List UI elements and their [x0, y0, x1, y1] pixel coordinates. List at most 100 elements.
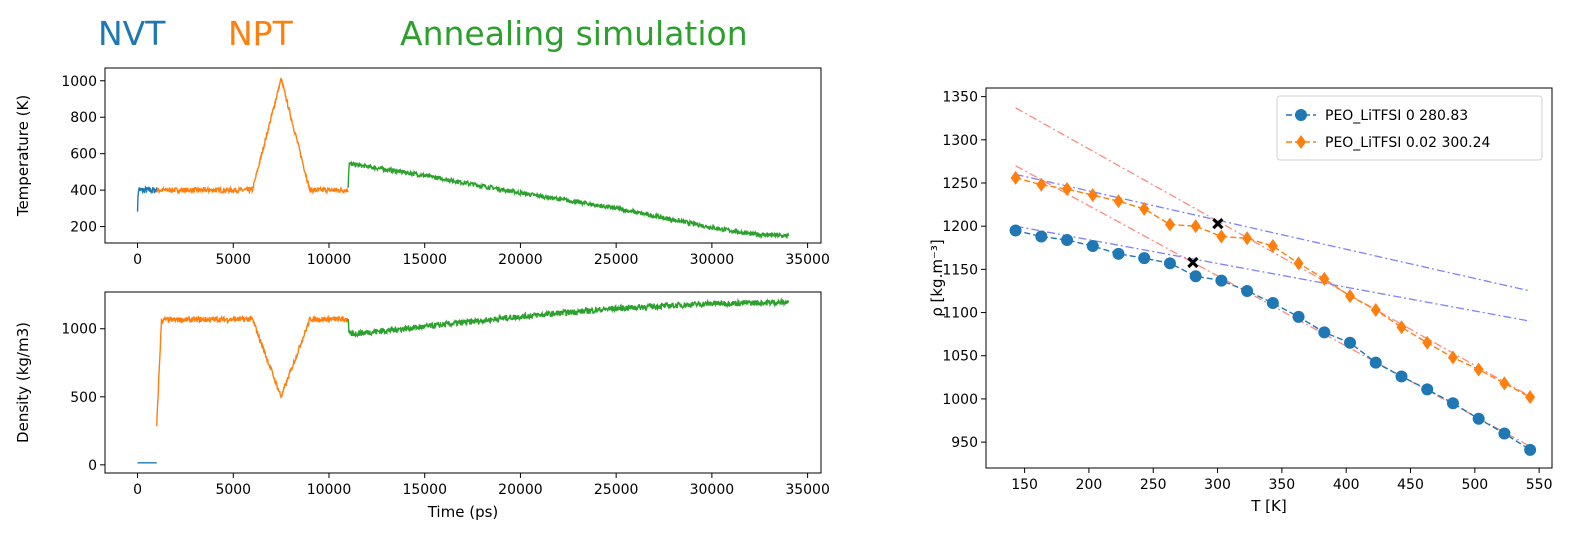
temperature-ytick-label: 400 [70, 183, 97, 199]
series-0-point [1421, 383, 1434, 396]
series-1-point [1164, 217, 1175, 232]
series-1-point [1139, 201, 1150, 216]
rho-y-axis-label: ρ [kg.m⁻³] [928, 239, 946, 317]
series-0-point [1035, 230, 1048, 243]
density-vs-temperature-xtick-label: 150 [1011, 477, 1038, 493]
series-0-point [1215, 274, 1228, 287]
temperature-xtick-label: 30000 [690, 252, 735, 268]
temperature-chart: 0 5000 10000 15000 20000 25000 30000 35000 200 40… [14, 67, 830, 268]
series-0-point [1524, 443, 1537, 456]
series-0-point [1498, 427, 1511, 440]
density-xtick-label: 15000 [402, 482, 447, 498]
temperature-xtick-label: 20000 [498, 252, 543, 268]
fit-line-0 [1015, 225, 1531, 322]
density-vs-temperature-ytick-label: 1200 [942, 219, 978, 235]
density-xtick-label: 30000 [690, 482, 735, 498]
temperature-ytick-label: 200 [70, 220, 97, 236]
series-1-point [1036, 177, 1047, 192]
temperature-xtick-label: 5000 [215, 252, 251, 268]
series-1-point [1062, 182, 1073, 197]
series-1-point [1447, 350, 1458, 365]
temperature-ytick-label: 600 [70, 147, 97, 163]
series-1-point [1525, 390, 1536, 405]
density-vs-temperature-ytick-label: 1100 [942, 306, 978, 322]
density-series-line-2 [347, 297, 790, 339]
legend-marker-0 [1295, 109, 1307, 121]
density-vs-temperature-xtick-label: 300 [1204, 477, 1231, 493]
density-xtick-label: 0 [133, 482, 142, 498]
temperature-series-line-0 [136, 185, 158, 212]
density-ytick-label: 1000 [61, 322, 97, 338]
density-xtick-label: 25000 [594, 482, 639, 498]
intersection-marker-0 [1187, 256, 1199, 269]
series-0-point [1395, 370, 1408, 383]
legend-box [1276, 95, 1543, 161]
npt-phase-label: NPT [228, 14, 293, 53]
legend-label-1: PEO_LiTFSI 0.02 300.24 [1325, 135, 1491, 151]
series-0-point [1138, 252, 1151, 265]
series-0-point [1189, 270, 1202, 283]
series-1-point [1216, 229, 1227, 244]
series-1-point [1087, 188, 1098, 203]
series-1-point [1396, 320, 1407, 335]
density-y-axis-label: Density (kg/m3) [14, 322, 32, 443]
density-vs-temperature-ytick-label: 1050 [942, 349, 978, 365]
rho-x-axis-label: T [K] [1250, 497, 1286, 515]
density-x-axis-label: Time (ps) [427, 503, 499, 521]
series-0-point [1241, 284, 1254, 297]
series-1-point [1293, 256, 1304, 271]
density-vs-temperature-xtick-label: 200 [1076, 477, 1103, 493]
density-vs-temperature-ytick-label: 1250 [942, 176, 978, 192]
series-1-point [1422, 335, 1433, 350]
series-1-point [1319, 271, 1330, 286]
density-vs-temperature-xtick-label: 350 [1268, 477, 1295, 493]
series-0-point [1446, 397, 1459, 410]
fit-line-1 [1015, 173, 1531, 292]
legend-marker-1 [1296, 135, 1306, 149]
density-vs-temperature-xtick-label: 500 [1461, 477, 1488, 493]
density-vs-temperature-ytick-label: 1000 [942, 392, 978, 408]
temperature-series-line-2 [347, 160, 790, 240]
temperature-ytick-label: 800 [70, 110, 97, 126]
density-vs-temperature-xtick-label: 400 [1333, 477, 1360, 493]
series-1-point [1190, 219, 1201, 234]
temperature-xtick-label: 10000 [307, 252, 352, 268]
temperature-series-line-1 [156, 77, 349, 196]
series-0-point [1009, 224, 1022, 237]
series-0-point [1318, 326, 1331, 339]
series-1-point [1345, 289, 1356, 304]
series-1-point [1370, 302, 1381, 317]
density-vs-temperature-ytick-label: 950 [951, 435, 978, 451]
legend-label-0: PEO_LiTFSI 0 280.83 [1325, 108, 1468, 124]
series-0-point [1344, 336, 1357, 349]
temperature-xtick-label: 35000 [785, 252, 830, 268]
series-0-point [1163, 257, 1176, 270]
density-series-line-1 [155, 314, 349, 427]
density-vs-temperature-chart: 150 200 250 300 350 400 450 500 550 950 1000 1050 11… [928, 87, 1553, 515]
temperature-plot-frame [104, 67, 822, 244]
density-ytick-label: 500 [70, 390, 97, 406]
series-1-point [1113, 194, 1124, 209]
series-1-point [1499, 376, 1510, 391]
series-0-point [1266, 297, 1279, 310]
series-1-point [1473, 362, 1484, 377]
series-line-1 [1015, 177, 1531, 398]
density-xtick-label: 10000 [307, 482, 352, 498]
nvt-phase-label: NVT [98, 14, 166, 53]
temperature-xtick-label: 15000 [402, 252, 447, 268]
density-xtick-label: 20000 [498, 482, 543, 498]
series-0-point [1086, 240, 1099, 253]
temperature-xtick-label: 0 [133, 252, 142, 268]
density-xtick-label: 5000 [215, 482, 251, 498]
density-xtick-label: 35000 [785, 482, 830, 498]
temperature-xtick-label: 25000 [594, 252, 639, 268]
series-0-point [1369, 356, 1382, 369]
series-1-point [1010, 170, 1021, 185]
density-vs-temperature-ytick-label: 1150 [942, 262, 978, 278]
temperature-y-axis-label: Temperature (K) [14, 95, 32, 217]
density-vs-temperature-xtick-label: 250 [1140, 477, 1167, 493]
intersection-marker-1 [1212, 217, 1224, 230]
series-0-point [1292, 310, 1305, 323]
series-0-point [1472, 412, 1485, 425]
density-vs-temperature-xtick-label: 450 [1397, 477, 1424, 493]
